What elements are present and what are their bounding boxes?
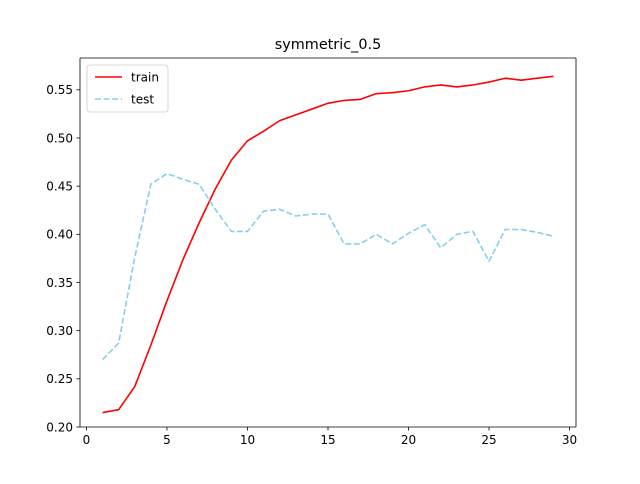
data-point-train-4 [150, 344, 152, 346]
data-point-test-10 [247, 231, 249, 233]
data-point-train-21 [424, 86, 426, 88]
data-point-train-7 [198, 222, 200, 224]
data-point-train-26 [504, 77, 506, 79]
y-tick-label-0.5: 0.50 [46, 131, 73, 145]
data-point-train-22 [440, 84, 442, 86]
data-point-test-25 [488, 260, 490, 262]
plot-area [80, 58, 576, 427]
x-tick-label-5: 5 [163, 433, 171, 447]
x-tick-label-10: 10 [240, 433, 255, 447]
data-point-train-18 [376, 93, 378, 95]
data-point-test-12 [279, 208, 281, 210]
data-point-train-8 [214, 188, 216, 190]
data-point-train-10 [247, 140, 249, 142]
data-point-test-11 [263, 210, 265, 212]
data-point-train-9 [231, 159, 233, 161]
data-point-test-7 [198, 183, 200, 185]
data-point-train-29 [553, 76, 555, 78]
x-tick-label-0: 0 [83, 433, 91, 447]
series-line-test [101, 172, 554, 361]
data-point-train-3 [134, 386, 136, 388]
x-tick-label-30: 30 [562, 433, 577, 447]
data-point-test-28 [537, 232, 539, 234]
data-point-test-15 [327, 213, 329, 215]
data-point-test-27 [520, 229, 522, 231]
data-point-train-24 [472, 84, 474, 86]
data-point-test-18 [376, 234, 378, 236]
data-point-train-20 [408, 90, 410, 92]
data-point-train-1 [102, 412, 104, 414]
data-point-train-6 [182, 259, 184, 261]
data-point-train-12 [279, 120, 281, 122]
data-point-train-14 [311, 108, 313, 110]
data-point-test-1 [102, 359, 104, 361]
data-point-train-27 [520, 79, 522, 81]
data-point-test-8 [214, 208, 216, 210]
data-point-train-2 [118, 409, 120, 411]
series-line-train [102, 75, 554, 414]
data-point-train-11 [263, 130, 265, 132]
x-tick-label-25: 25 [481, 433, 496, 447]
axes-layer: 0 5 10 15 20 25 30 0.20 0.25 0.30 0.35 0.40 0.45 0.50… [46, 57, 577, 447]
data-point-train-25 [488, 81, 490, 83]
y-tick-label-0.25: 0.25 [46, 372, 73, 386]
x-tick-label-15: 15 [320, 433, 335, 447]
data-point-test-14 [311, 213, 313, 215]
series-layer [101, 75, 555, 414]
data-point-train-28 [537, 77, 539, 79]
legend: train test [86, 64, 169, 113]
data-point-test-20 [408, 233, 410, 235]
data-point-test-13 [295, 215, 297, 217]
data-point-train-5 [166, 300, 168, 302]
data-point-test-26 [504, 229, 506, 231]
y-tick-label-0.45: 0.45 [46, 179, 73, 193]
data-point-train-23 [456, 86, 458, 88]
data-point-train-19 [392, 92, 394, 94]
data-point-test-17 [359, 243, 361, 245]
data-point-test-3 [134, 257, 136, 259]
data-point-test-24 [472, 231, 474, 233]
data-point-test-4 [150, 183, 152, 185]
data-point-test-9 [231, 231, 233, 233]
data-point-train-15 [327, 102, 329, 104]
x-tick-label-20: 20 [401, 433, 416, 447]
data-point-train-16 [343, 100, 345, 102]
data-point-train-13 [295, 114, 297, 116]
data-point-train-17 [359, 99, 361, 101]
y-tick-label-0.35: 0.35 [46, 276, 73, 290]
plot-background [80, 58, 576, 427]
data-point-test-2 [118, 342, 120, 344]
data-point-test-29 [553, 235, 555, 237]
data-point-test-16 [343, 243, 345, 245]
legend-label-test: test [131, 92, 154, 106]
y-tick-label-0.55: 0.55 [46, 83, 73, 97]
y-tick-label-0.4: 0.40 [46, 228, 73, 242]
data-point-test-23 [456, 234, 458, 236]
data-point-test-22 [440, 247, 442, 249]
y-tick-label-0.2: 0.20 [46, 420, 73, 434]
data-point-test-21 [424, 224, 426, 226]
data-point-test-6 [182, 179, 184, 181]
chart-title: symmetric_0.5 [275, 37, 381, 53]
data-point-test-5 [166, 173, 168, 175]
legend-label-train: train [131, 70, 159, 84]
data-point-test-19 [392, 243, 394, 245]
y-tick-label-0.3: 0.30 [46, 324, 73, 338]
